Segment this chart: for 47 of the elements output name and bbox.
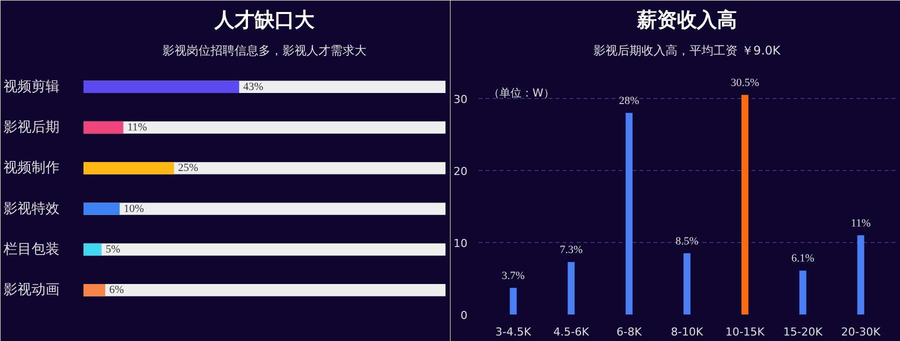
y-tick-label: 视频制作 <box>4 160 60 176</box>
x-tick-label: 10-15K <box>725 326 766 338</box>
bar <box>84 243 102 256</box>
bar <box>84 202 120 215</box>
data-label: 7.3% <box>560 244 583 256</box>
data-label: 43% <box>243 80 264 93</box>
x-tick-label: 20-30K <box>841 326 882 338</box>
x-tick-label: 6-8K <box>616 326 642 338</box>
x-tick-label: 15-20K <box>783 326 824 338</box>
chart-subtitle: 影视岗位招聘信息多，影视人才需求大 <box>162 44 366 58</box>
x-tick-label: 4.5-6K <box>553 326 590 338</box>
bar <box>510 288 517 314</box>
bar <box>799 270 806 314</box>
data-label: 25% <box>178 162 198 174</box>
y-tick-label: 影视动画 <box>4 282 60 298</box>
data-label: 8.5% <box>676 235 698 248</box>
bar <box>626 112 633 314</box>
y-tick-label: 视频剪辑 <box>4 78 60 95</box>
bar <box>84 121 124 134</box>
data-label: 6% <box>109 284 124 296</box>
x-tick-label: 8-10K <box>670 326 704 338</box>
y-tick-label: 10 <box>454 237 468 250</box>
data-label: 6.1% <box>791 252 814 265</box>
y-tick-label: 栏目包装 <box>2 241 60 258</box>
chart-title: 薪资收入高 <box>636 8 737 32</box>
data-label: 30.5% <box>730 76 760 89</box>
data-label: 10% <box>124 202 144 215</box>
bar <box>568 262 575 314</box>
chart-subtitle: 影视后期收入高，平均工资 ￥9.0K <box>594 44 782 58</box>
y-tick-label: 30 <box>454 93 468 106</box>
x-tick-label: 3-4.5K <box>495 326 532 338</box>
bar <box>857 235 864 314</box>
y-tick-label: 0 <box>460 309 468 322</box>
data-label: 11% <box>127 122 148 134</box>
bar <box>84 284 106 296</box>
y-tick-label: 影视特效 <box>4 200 60 217</box>
bar <box>84 162 174 174</box>
bar <box>741 94 748 314</box>
data-label: 11% <box>850 217 871 230</box>
bar <box>684 253 690 314</box>
y-tick-label: 20 <box>454 165 468 178</box>
data-label: 28% <box>619 94 640 107</box>
chart-title: 人才缺口大 <box>214 8 316 32</box>
y-tick-label: 影视后期 <box>4 120 60 136</box>
data-label: 3.7% <box>502 270 525 282</box>
data-label: 5% <box>106 243 120 256</box>
annotation: （单位：W） <box>488 86 554 100</box>
